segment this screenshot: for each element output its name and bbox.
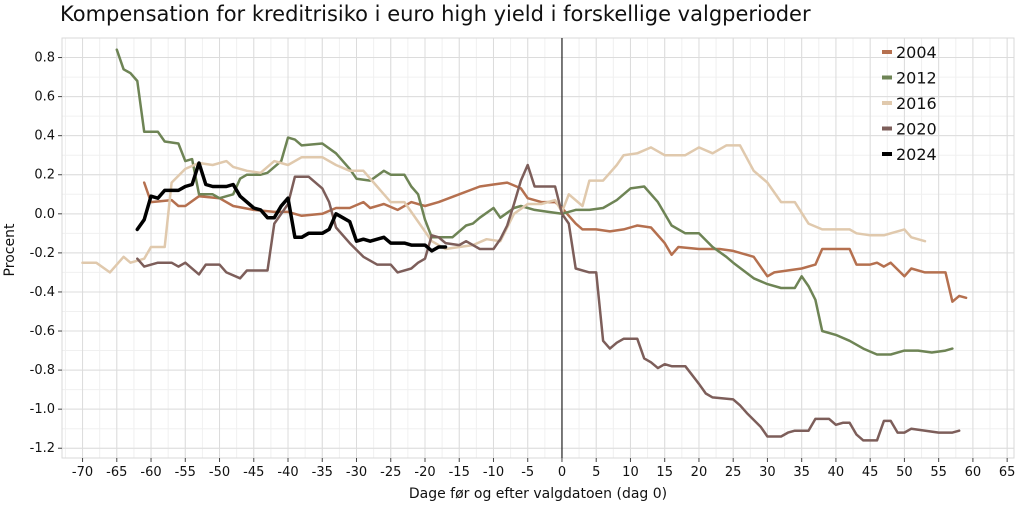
y-tick-label: 0.4 bbox=[34, 129, 55, 144]
x-tick-label: -25 bbox=[380, 465, 401, 480]
x-tick-label: 60 bbox=[965, 465, 982, 480]
x-tick-label: -40 bbox=[277, 465, 298, 480]
x-tick-label: 0 bbox=[558, 465, 566, 480]
y-tick-label: -0.2 bbox=[30, 246, 55, 261]
y-tick-label: 0.8 bbox=[34, 51, 55, 66]
y-tick-label: 0.2 bbox=[34, 168, 55, 183]
legend-label-2020: 2020 bbox=[896, 120, 937, 139]
x-tick-label: 30 bbox=[759, 465, 776, 480]
y-tick-label: -0.4 bbox=[30, 285, 55, 300]
major-gridlines bbox=[62, 38, 1014, 458]
y-tick-label: 0.0 bbox=[34, 207, 55, 222]
x-tick-label: -60 bbox=[140, 465, 161, 480]
x-axis-label: Dage før og efter valgdatoen (dag 0) bbox=[409, 486, 667, 502]
y-tick-label: 0.6 bbox=[34, 90, 55, 105]
legend-label-2012: 2012 bbox=[896, 69, 937, 88]
x-tick-label: -70 bbox=[72, 465, 93, 480]
x-tick-label: -65 bbox=[106, 465, 127, 480]
series-layer bbox=[81, 48, 968, 442]
x-tick-label: -15 bbox=[449, 465, 470, 480]
x-tick-label: 15 bbox=[656, 465, 673, 480]
x-tick-label: 55 bbox=[930, 465, 947, 480]
x-tick-label: -50 bbox=[209, 465, 230, 480]
x-tick-label: 35 bbox=[793, 465, 810, 480]
y-tick-label: -0.6 bbox=[30, 324, 55, 339]
legend-label-2024: 2024 bbox=[896, 145, 937, 164]
x-tick-label: -5 bbox=[521, 465, 534, 480]
x-tick-label: 65 bbox=[999, 465, 1016, 480]
x-tick-label: -10 bbox=[483, 465, 504, 480]
y-tick-label: -0.8 bbox=[30, 363, 55, 378]
x-tick-label: -20 bbox=[414, 465, 435, 480]
series-line-2020 bbox=[136, 163, 961, 442]
x-tick-label: 40 bbox=[828, 465, 845, 480]
y-axis-label: Procent bbox=[2, 223, 18, 276]
series-line-2004 bbox=[142, 181, 968, 303]
x-tick-label: -35 bbox=[312, 465, 333, 480]
y-tick-label: -1.2 bbox=[30, 441, 55, 456]
legend-label-2016: 2016 bbox=[896, 94, 937, 113]
series-line-2024 bbox=[135, 161, 448, 253]
y-tick-label: -1.0 bbox=[30, 402, 55, 417]
plot-border bbox=[61, 37, 1015, 459]
legend: 2004 2012 2016 2020 2024 bbox=[882, 43, 937, 164]
x-tick-label: 45 bbox=[862, 465, 879, 480]
series-line-2012 bbox=[115, 48, 954, 356]
x-axis: -70 -65 -60 -55 -50 -45 -40 -35 -30 -25 -20 -15 -10-… bbox=[72, 458, 1015, 480]
chart-title: Kompensation for kreditrisiko i euro hig… bbox=[60, 2, 811, 26]
x-tick-label: -45 bbox=[243, 465, 264, 480]
minor-gridlines bbox=[62, 37, 1014, 458]
y-axis: 0.8 0.6 0.4 0.2 0.0 -0.2 -0.4 -0.6 -0.8 -1.0 -1.2 bbox=[30, 51, 62, 456]
x-tick-label: -55 bbox=[175, 465, 196, 480]
x-tick-label: 5 bbox=[592, 465, 600, 480]
x-tick-label: 25 bbox=[725, 465, 742, 480]
x-tick-label: -30 bbox=[346, 465, 367, 480]
x-tick-label: 50 bbox=[896, 465, 913, 480]
x-tick-label: 10 bbox=[622, 465, 639, 480]
legend-label-2004: 2004 bbox=[896, 43, 937, 62]
x-tick-label: 20 bbox=[691, 465, 708, 480]
